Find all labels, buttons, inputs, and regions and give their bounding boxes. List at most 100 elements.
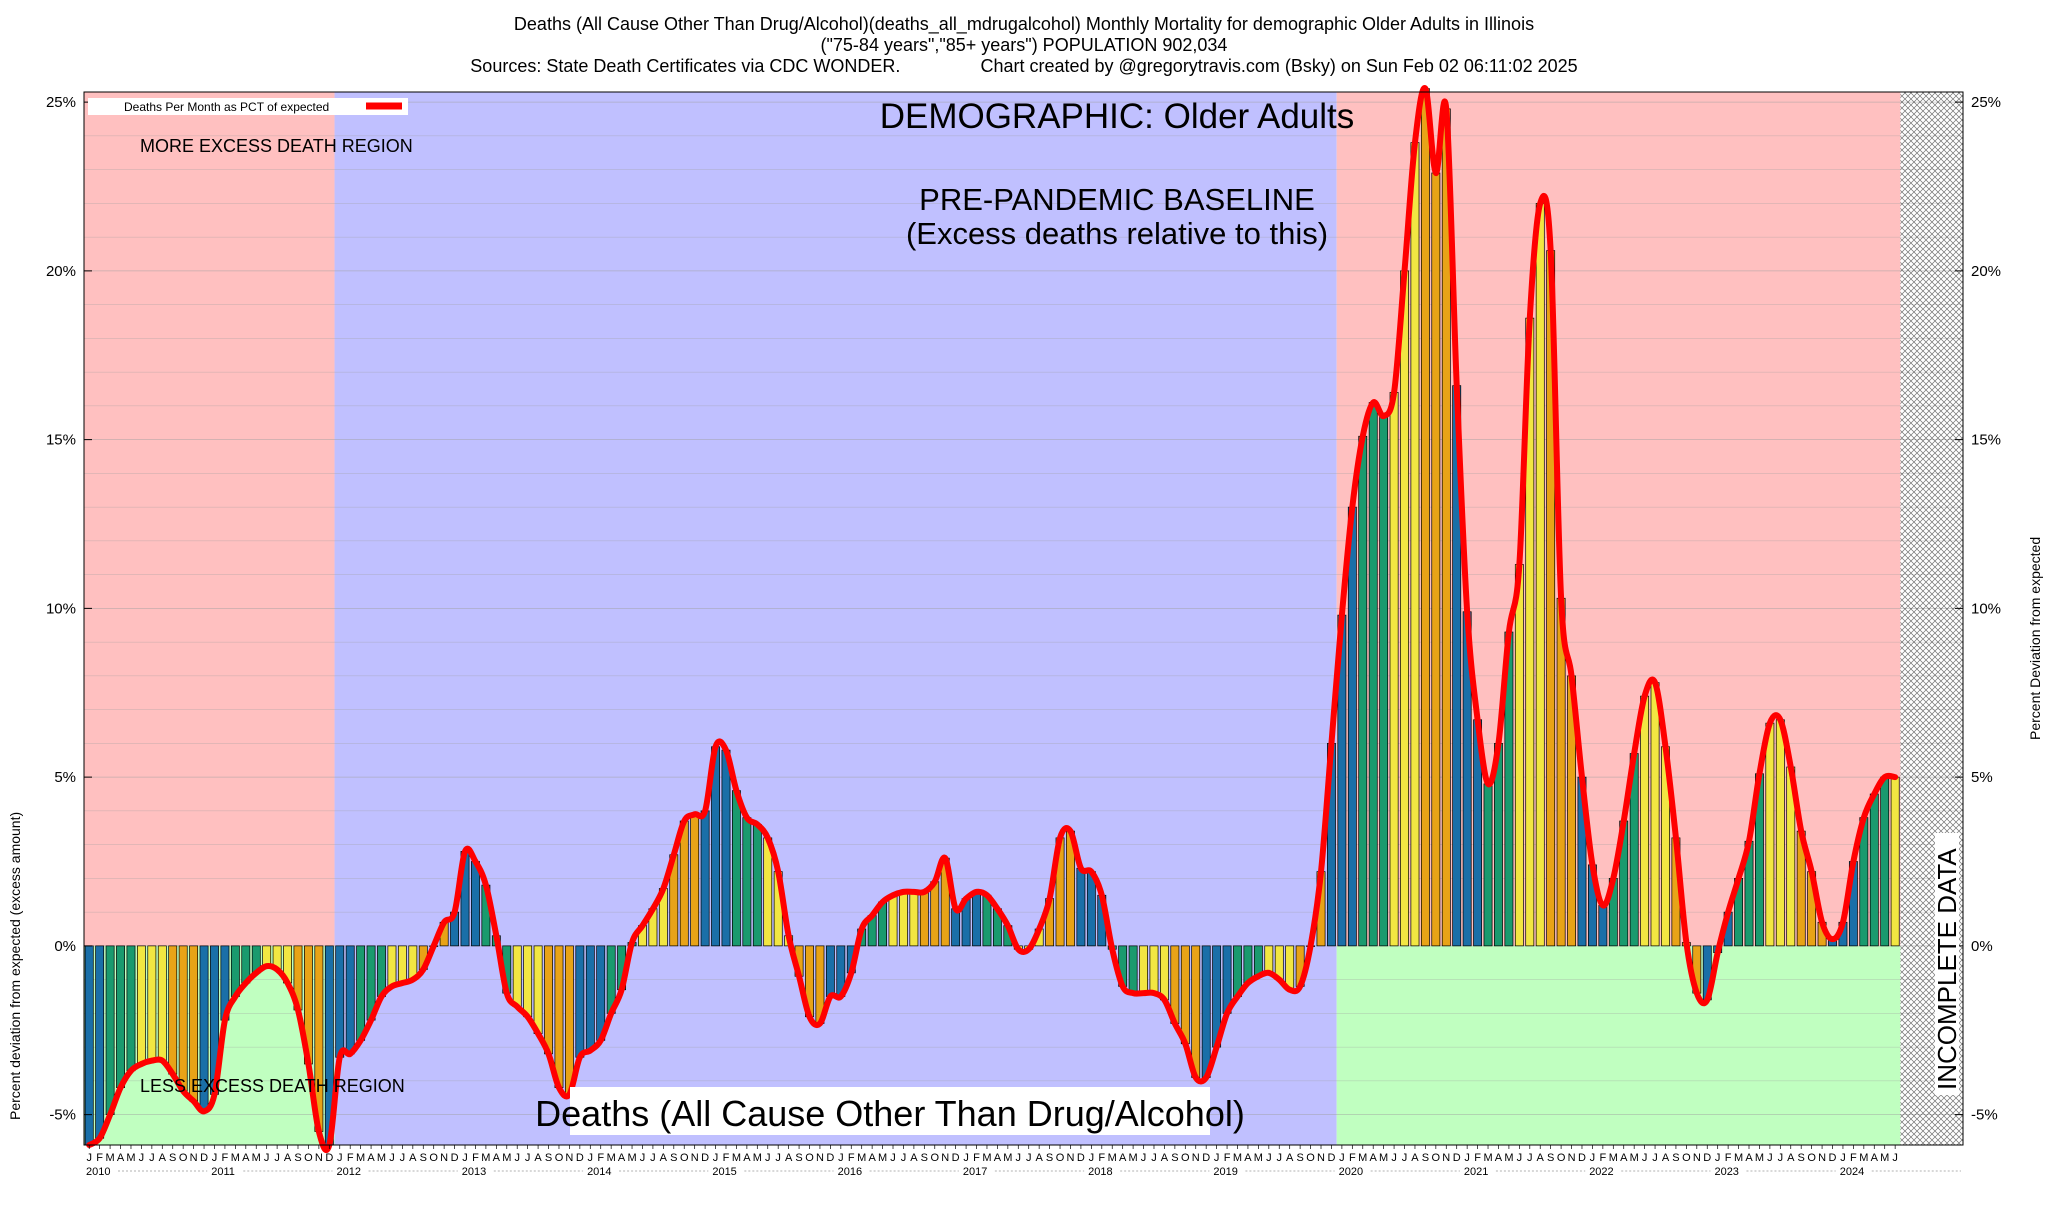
annotation-less-region: LESS EXCESS DEATH REGION — [140, 1076, 405, 1096]
x-tick-label: J — [514, 1152, 520, 1164]
bar — [1869, 793, 1879, 947]
x-tick-label: A — [1745, 1152, 1753, 1164]
x-tick-label: O — [1807, 1152, 1816, 1164]
x-tick-label: O — [179, 1152, 188, 1164]
x-tick-label: A — [159, 1152, 167, 1164]
bar — [752, 824, 762, 947]
x-tick-label: M — [878, 1152, 887, 1164]
x-tick-label: J — [1652, 1152, 1658, 1164]
x-tick-label: D — [952, 1152, 960, 1164]
x-tick-label: M — [732, 1152, 741, 1164]
x-tick-label: J — [1517, 1152, 1523, 1164]
x-tick-label: A — [1662, 1152, 1670, 1164]
x-tick-label: A — [493, 1152, 501, 1164]
x-tick-label: J — [890, 1152, 896, 1164]
x-tick-label: D — [701, 1152, 709, 1164]
x-tick-label: J — [1016, 1152, 1022, 1164]
x-tick-label: M — [106, 1152, 115, 1164]
x-tick-label: A — [1495, 1152, 1503, 1164]
legend-label: Deaths Per Month as PCT of expected — [124, 100, 329, 114]
bar — [825, 945, 835, 997]
x-tick-label: N — [1568, 1152, 1576, 1164]
x-tick-label: F — [1850, 1152, 1857, 1164]
annotation-demographic: DEMOGRAPHIC: Older Adults — [880, 97, 1355, 136]
x-year-label: 2012 — [337, 1166, 361, 1178]
bar — [742, 817, 752, 947]
x-tick-label: A — [618, 1152, 626, 1164]
chart-title-line-1: Deaths (All Cause Other Than Drug/Alcoho… — [514, 14, 1534, 35]
bar — [930, 881, 940, 947]
bar — [397, 945, 407, 984]
bar — [126, 945, 136, 1072]
x-tick-label: J — [1089, 1152, 1095, 1164]
x-tick-label: A — [743, 1152, 751, 1164]
y-tick-label-right: 20% — [1971, 263, 2001, 280]
x-tick-label: A — [117, 1152, 125, 1164]
bar — [1890, 776, 1900, 947]
x-tick-label: F — [723, 1152, 730, 1164]
x-tick-label: D — [826, 1152, 834, 1164]
x-tick-label: F — [222, 1152, 229, 1164]
x-tick-label: M — [1254, 1152, 1263, 1164]
bar — [1880, 776, 1890, 947]
x-tick-label: M — [1108, 1152, 1117, 1164]
bar — [1410, 142, 1420, 947]
x-tick-label: M — [1880, 1152, 1889, 1164]
bars-layer — [84, 88, 1900, 1146]
legend: Deaths Per Month as PCT of expected — [88, 98, 408, 115]
x-tick-label: O — [1056, 1152, 1065, 1164]
x-tick-label: J — [212, 1152, 218, 1164]
x-tick-label: N — [315, 1152, 323, 1164]
x-tick-label: N — [691, 1152, 699, 1164]
x-tick-label: J — [588, 1152, 594, 1164]
x-tick-label: N — [440, 1152, 448, 1164]
bar — [1358, 435, 1368, 947]
region-more-excess-2010-2011 — [84, 92, 335, 946]
x-tick-label: M — [1003, 1152, 1012, 1164]
x-tick-label: J — [1141, 1152, 1147, 1164]
y-tick-label-left: -5% — [49, 1107, 76, 1124]
axes-layer: -5% -5%0% 0%5% 5%10% 10%15% 15%20% 20%25% 25%J F… — [46, 91, 2001, 1178]
x-tick-label: A — [1161, 1152, 1169, 1164]
x-tick-label: J — [1391, 1152, 1397, 1164]
bar — [1076, 867, 1086, 947]
x-tick-label: J — [149, 1152, 155, 1164]
x-tick-label: M — [481, 1152, 490, 1164]
x-tick-label: J — [1214, 1152, 1220, 1164]
bar — [1765, 722, 1775, 947]
x-tick-label: M — [1379, 1152, 1388, 1164]
x-tick-label: M — [627, 1152, 636, 1164]
x-year-label: 2024 — [1840, 1166, 1864, 1178]
x-tick-label: A — [1286, 1152, 1294, 1164]
region-less-excess-2020-2024 — [1336, 945, 1901, 1145]
x-tick-label: J — [400, 1152, 406, 1164]
x-tick-label: J — [1892, 1152, 1898, 1164]
x-tick-label: J — [901, 1152, 907, 1164]
x-tick-label: N — [1192, 1152, 1200, 1164]
x-tick-label: D — [451, 1152, 459, 1164]
x-tick-label: A — [534, 1152, 542, 1164]
bar — [564, 945, 574, 1095]
y-tick-label-right: 0% — [1971, 938, 1993, 955]
bar — [1264, 945, 1274, 974]
x-tick-label: M — [502, 1152, 511, 1164]
x-tick-label: D — [1077, 1152, 1085, 1164]
x-tick-label: M — [982, 1152, 991, 1164]
bar — [105, 945, 115, 1115]
y-axis-label-left: Percent deviation from expected (excess … — [7, 812, 23, 1120]
y-tick-label-right: 5% — [1971, 769, 1993, 786]
y-tick-label-left: 5% — [54, 769, 76, 786]
x-tick-label: J — [775, 1152, 781, 1164]
y-tick-label-right: 15% — [1971, 432, 2001, 449]
bar — [972, 891, 981, 947]
x-tick-label: M — [1129, 1152, 1138, 1164]
line-layer — [86, 85, 1899, 1154]
x-tick-label: M — [607, 1152, 616, 1164]
region-more-excess-2020-2024 — [1336, 92, 1901, 946]
bar — [1139, 945, 1148, 994]
y-axis-label-right: Percent Deviation from expected — [2027, 537, 2043, 740]
x-tick-label: N — [816, 1152, 824, 1164]
bar — [919, 891, 929, 947]
bar — [1201, 945, 1211, 1078]
bar — [1160, 945, 1169, 1001]
